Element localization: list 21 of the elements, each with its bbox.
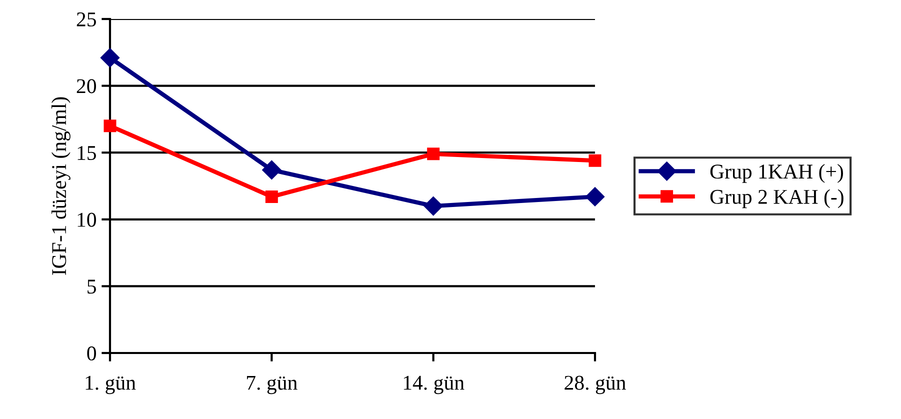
x-tick-label: 1. gün [86,376,136,394]
y-tick-label: 5 [88,280,96,294]
y-tick-label: 10 [78,212,96,227]
legend-label: Grup 2 KAH (-) [710,189,844,208]
y-tick-label: 15 [78,146,96,160]
y-tick-label: 25 [76,12,96,26]
y-tick-label: 20 [76,79,96,94]
point [427,148,440,160]
point [588,154,602,167]
point [262,160,282,180]
x-tick-label: 28. gün [564,376,626,394]
x-tick-label: 7. gün [247,376,298,394]
point [585,187,605,206]
point [104,120,116,132]
point [424,196,443,216]
legend-label: Grup 1KAH (+) [710,164,844,183]
y-axis-title: IGF-1 düzeyi (ng/ml) [51,97,70,275]
point [100,48,120,68]
x-tick-label: 14. gün [404,376,464,394]
point [265,190,278,203]
y-tick-label: 0 [87,346,96,360]
